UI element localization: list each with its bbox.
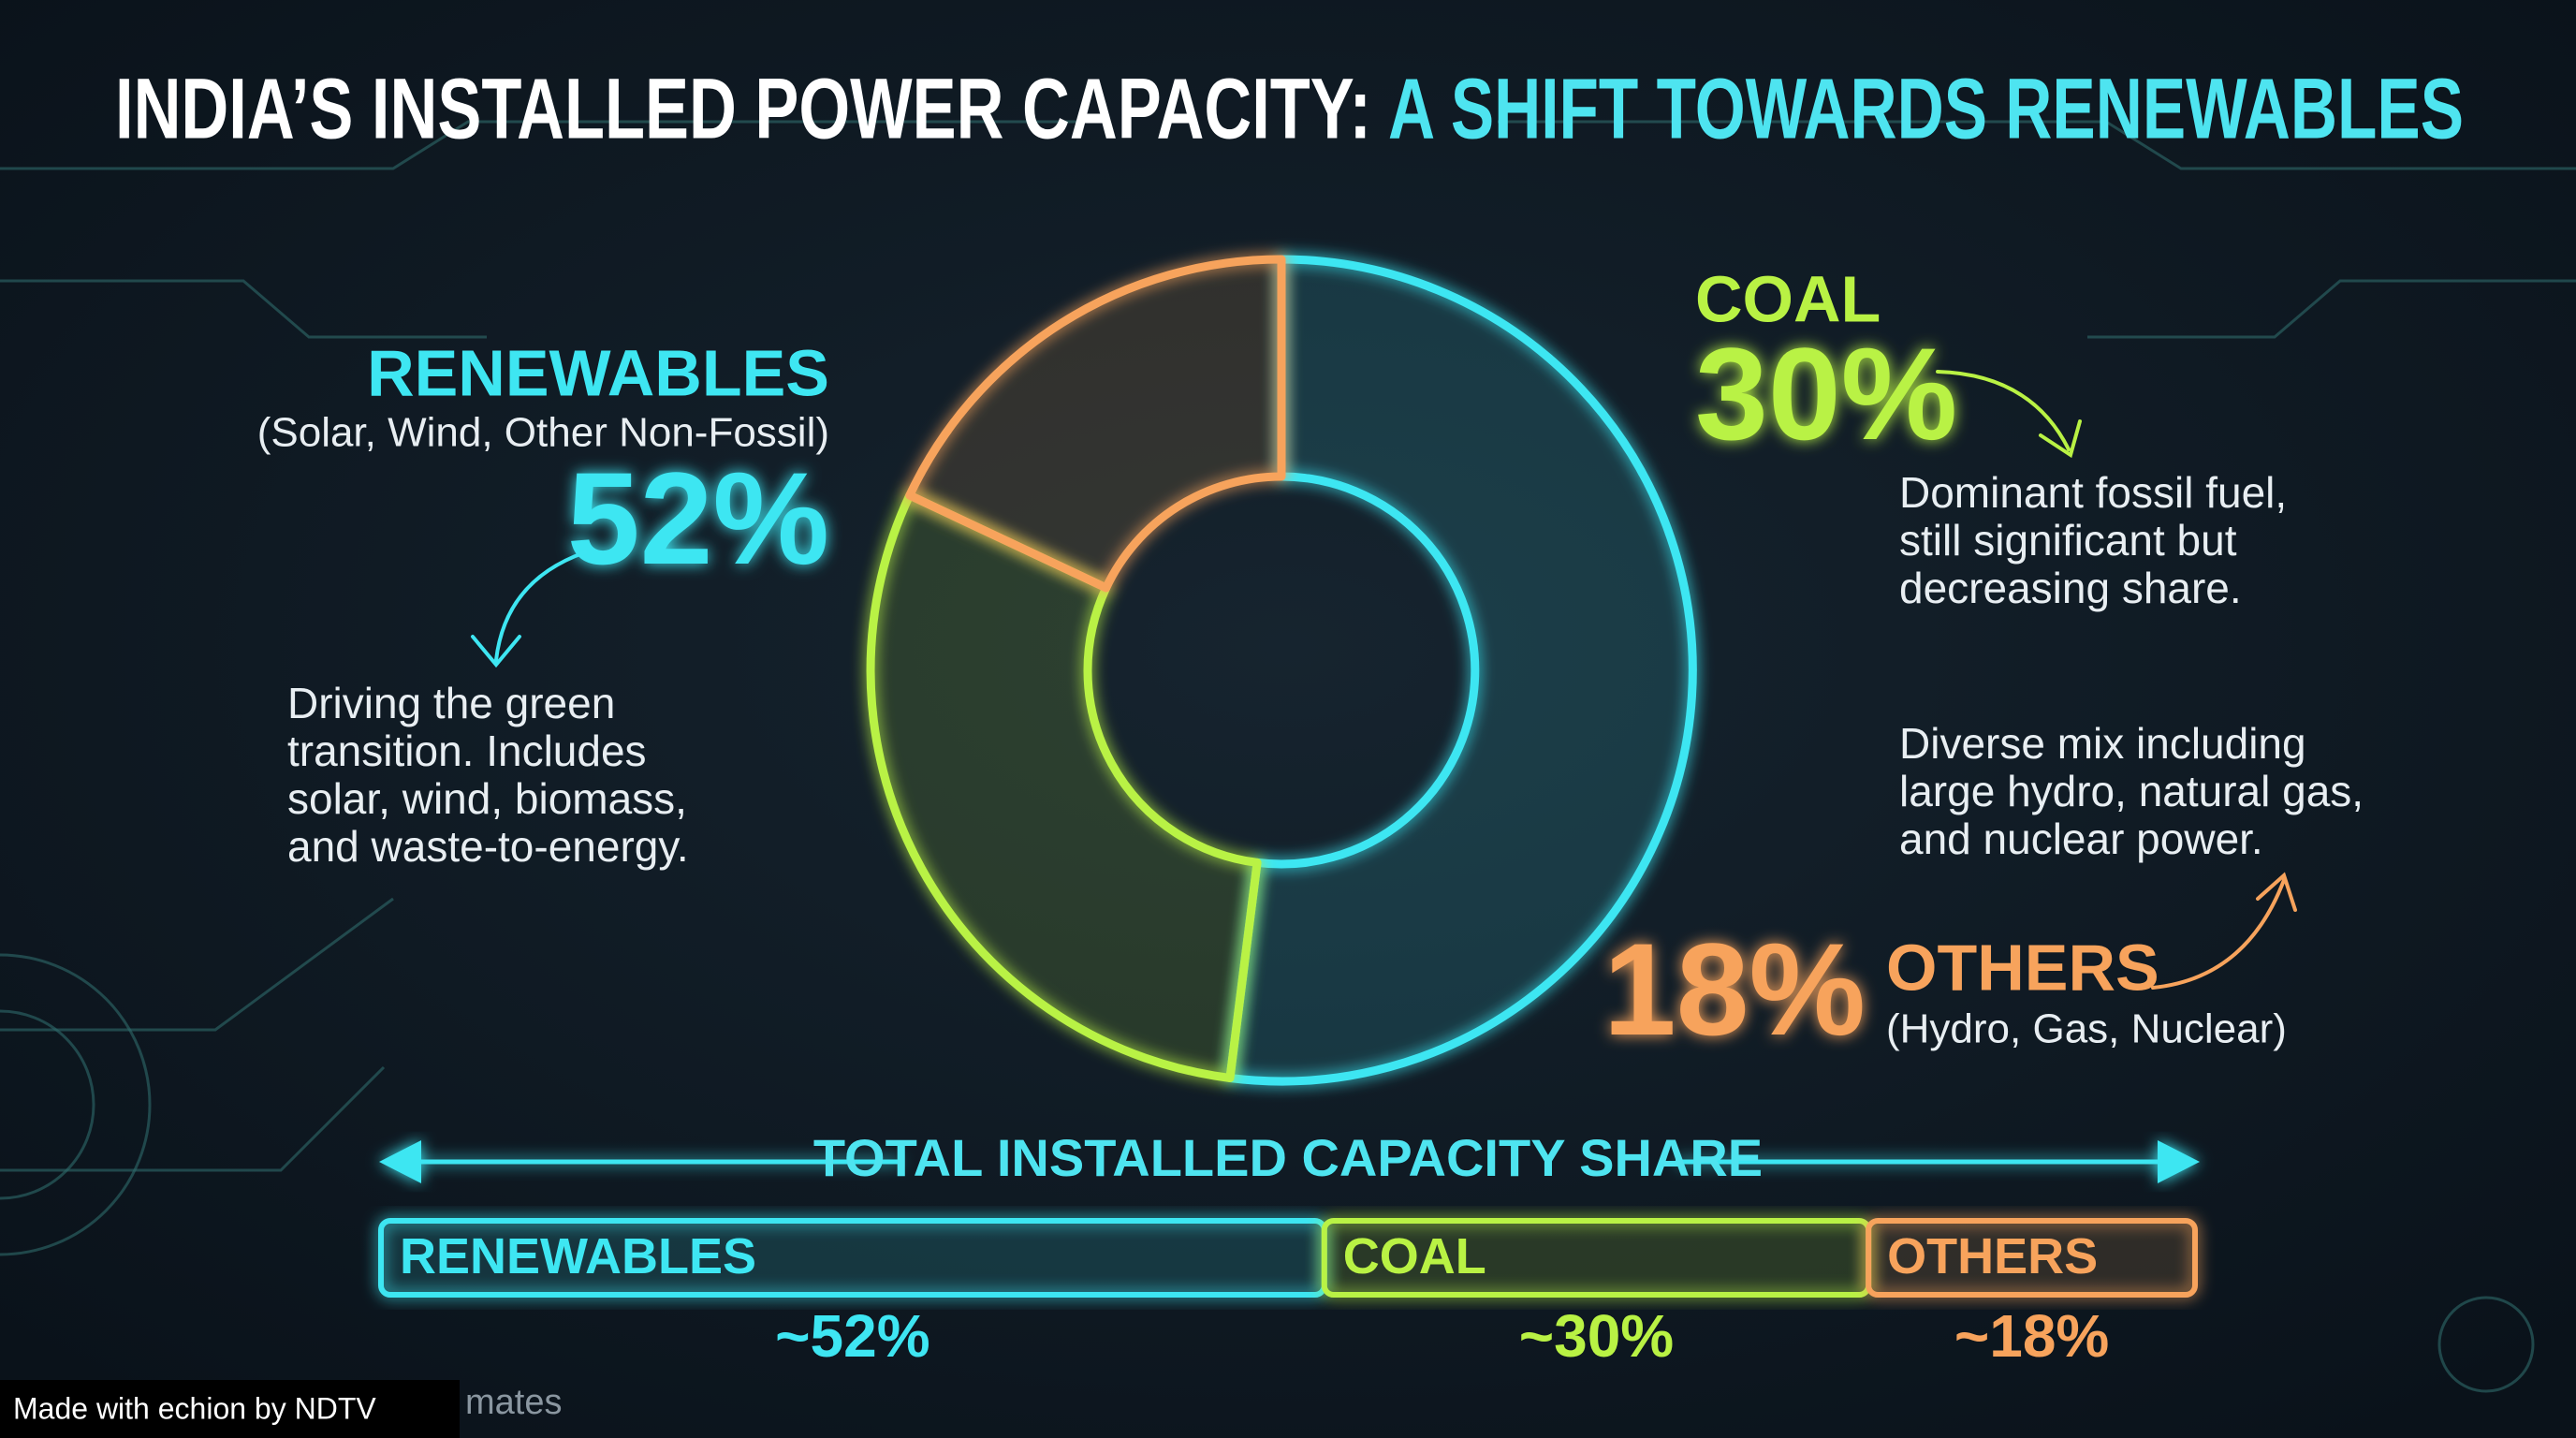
bar-segment <box>1866 1218 2199 1298</box>
segment-labels: RENEWABLES(Solar, Wind, Other Non-Fossil… <box>257 262 2364 1063</box>
segment-description: transition. Includes <box>287 726 647 775</box>
arrow-head <box>379 1140 421 1183</box>
source-note: mates <box>465 1383 562 1422</box>
segment-description: Driving the green <box>287 679 615 727</box>
title-main: INDIA’S INSTALLED POWER CAPACITY: <box>115 61 1371 156</box>
segment-description: large hydro, natural gas, <box>1899 767 2364 815</box>
donut-chart <box>866 255 1697 1086</box>
share-bar: RENEWABLES ~52% COAL ~30% OTHERS ~18% <box>378 1218 2199 1370</box>
arrow <box>471 550 587 668</box>
segment-description: and nuclear power. <box>1899 814 2263 863</box>
bar-segment-label: OTHERS <box>1887 1228 2098 1284</box>
segment-value: 18% <box>1603 916 1866 1063</box>
donut-segment <box>1225 255 1697 1086</box>
arrow <box>2151 872 2297 990</box>
segment-description: Diverse mix including <box>1899 719 2306 768</box>
segment-description: Dominant fossil fuel, <box>1899 468 2287 517</box>
bar-value-label: ~52% <box>775 1302 929 1370</box>
bar-segment-label: RENEWABLES <box>400 1228 756 1284</box>
decoration <box>0 120 2576 1393</box>
watermark: Made with echion by NDTV <box>13 1391 376 1425</box>
bar-title: TOTAL INSTALLED CAPACITY SHARE <box>813 1128 1763 1187</box>
bar-value-label: ~30% <box>1519 1302 1674 1370</box>
segment-value: 52% <box>567 445 829 592</box>
segment-value: 30% <box>1695 320 1957 467</box>
bar-value-label: ~18% <box>1954 1302 2109 1370</box>
donut-segment <box>905 255 1286 593</box>
segment-name: COAL <box>1695 262 1881 335</box>
segment-description: and waste-to-energy. <box>287 822 689 871</box>
title-highlight: A SHIFT TOWARDS RENEWABLES <box>1388 61 2464 156</box>
donut-segment <box>866 491 1262 1082</box>
arrows <box>471 370 2297 990</box>
watermark-box <box>0 1380 460 1438</box>
arrow-head <box>2158 1140 2200 1183</box>
segment-sublabel: (Hydro, Gas, Nuclear) <box>1886 1006 2287 1052</box>
segment-name: RENEWABLES <box>367 336 829 409</box>
bar-segment-label: COAL <box>1343 1228 1486 1284</box>
segment-description: still significant but <box>1899 516 2237 565</box>
segment-description: solar, wind, biomass, <box>287 774 687 823</box>
arrow <box>1936 370 2082 459</box>
segment-sublabel: (Solar, Wind, Other Non-Fossil) <box>257 410 829 456</box>
segment-name: OTHERS <box>1886 931 2159 1004</box>
bar-header <box>379 1140 2200 1183</box>
segment-description: decreasing share. <box>1899 564 2242 612</box>
